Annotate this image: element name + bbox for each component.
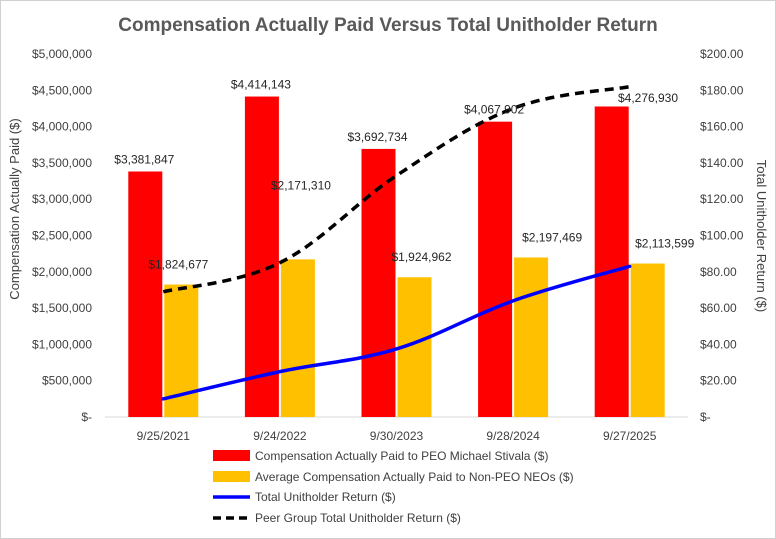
x-tick-label: 9/28/2024 [486,429,540,443]
peo-bar [478,121,513,417]
legend-label: Compensation Actually Paid to PEO Michae… [255,449,548,463]
peo-bar [244,96,279,418]
peo-data-label: $4,414,143 [231,78,291,92]
y2-tick-label: $100.00 [700,229,744,243]
lines-layer [161,84,632,401]
neo-bar [630,263,665,417]
neo-data-label: $2,171,310 [271,178,331,192]
peo-bar [128,171,163,417]
chart-title: Compensation Actually Paid Versus Total … [118,15,657,36]
peo-data-label: $3,381,847 [114,152,174,166]
neo-data-label: $1,924,962 [391,250,451,264]
x-tick-label: 9/25/2021 [137,429,191,443]
legend-label: Average Compensation Actually Paid to No… [255,470,574,484]
y-tick-label: $500,000 [42,374,92,388]
neo-bar [280,259,315,417]
legend-label: Total Unitholder Return ($) [255,490,396,504]
y-tick-label: $1,000,000 [32,337,92,351]
peo-data-label: $3,692,734 [347,130,407,144]
y-tick-label: $4,500,000 [32,83,92,97]
y2-tick-label: $140.00 [700,156,744,170]
y-tick-label: $3,000,000 [32,192,92,206]
neo-data-label: $2,197,469 [522,230,582,244]
y-tick-label: $- [81,410,92,424]
y-axis-title: Compensation Actually Paid ($) [7,118,22,299]
bars-layer [128,96,665,418]
neo-bar [514,257,549,417]
tur-line [161,264,632,401]
neo-data-label: $1,824,677 [148,258,208,272]
y2-axis-title: Total Unitholder Return ($) [754,160,769,312]
peo-data-label: $4,067,902 [464,103,524,117]
peo-bar [361,148,396,417]
y2-tick-label: $40.00 [700,337,737,351]
y-tick-label: $5,000,000 [32,47,92,61]
y2-tick-label: $160.00 [700,120,744,134]
peer-tur-line [162,84,631,294]
x-tick-label: 9/27/2025 [603,429,657,443]
y2-tick-label: $180.00 [700,83,744,97]
y2-tick-label: $200.00 [700,47,744,61]
peo-data-label: $4,276,930 [618,91,678,105]
legend-swatch [213,471,250,482]
y2-tick-label: $- [700,410,711,424]
y2-tick-label: $120.00 [700,192,744,206]
y2-tick-label: $20.00 [700,374,737,388]
neo-data-label: $2,113,599 [635,237,694,251]
legend-label: Peer Group Total Unitholder Return ($) [255,511,461,525]
y2-tick-label: $60.00 [700,301,737,315]
data-labels-layer: $3,381,847 $4,414,143 $3,692,734 $4,067,902… [114,78,694,272]
tick-labels-layer: $- $500,000 $1,000,000 $1,500,000 $2,000,000… [32,47,744,443]
x-tick-label: 9/24/2022 [253,429,307,443]
x-tick-label: 9/30/2023 [370,429,424,443]
y-tick-label: $2,500,000 [32,229,92,243]
y2-tick-label: $80.00 [700,265,737,279]
y-tick-label: $2,000,000 [32,265,92,279]
legend: Compensation Actually Paid to PEO Michae… [213,449,574,525]
y-tick-label: $3,500,000 [32,156,92,170]
legend-swatch [213,450,250,461]
y-tick-label: $1,500,000 [32,301,92,315]
peo-bar [594,106,629,418]
y-tick-label: $4,000,000 [32,120,92,134]
